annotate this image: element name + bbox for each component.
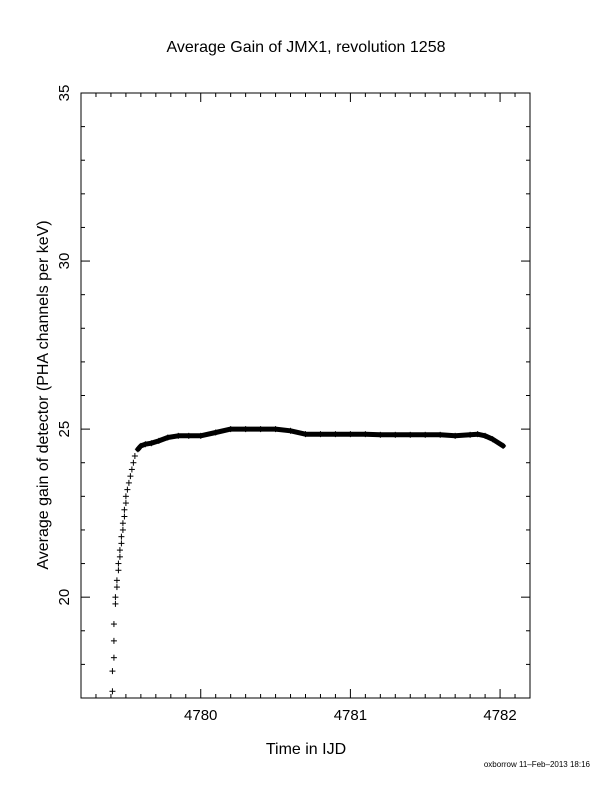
x-axis: 4780 4781 4782 <box>80 93 531 724</box>
data-point <box>118 533 125 540</box>
data-point <box>489 436 496 443</box>
data-point <box>142 441 149 448</box>
chart-title: Average Gain of JMX1, revolution 1258 <box>167 39 446 56</box>
data-point <box>302 431 309 438</box>
data-point <box>109 668 116 675</box>
data-point <box>113 584 120 591</box>
y-tick-label: 35 <box>56 85 73 102</box>
data-point <box>500 442 507 449</box>
data-point <box>122 493 129 500</box>
data-point <box>467 431 474 438</box>
data-point <box>113 577 120 584</box>
data-point <box>119 526 126 533</box>
y-axis: 20 25 30 35 <box>56 85 530 699</box>
data-point <box>347 431 354 438</box>
plot-frame <box>80 92 531 699</box>
data-point <box>112 600 119 607</box>
data-point <box>110 637 117 644</box>
data-point <box>317 431 324 438</box>
data-point <box>227 426 234 433</box>
data-point <box>109 688 116 695</box>
data-point <box>155 437 162 444</box>
data-point <box>128 466 135 473</box>
data-point <box>164 434 171 441</box>
data-point <box>422 431 429 438</box>
y-tick-label: 30 <box>56 253 73 270</box>
data-point <box>474 431 481 438</box>
data-series <box>109 426 507 695</box>
data-point <box>134 446 141 453</box>
data-point <box>482 432 489 439</box>
plot-area <box>80 92 531 699</box>
data-point <box>362 431 369 438</box>
data-point <box>116 553 123 560</box>
data-point <box>407 431 414 438</box>
x-axis-label: Time in IJD <box>266 741 346 758</box>
data-point <box>130 459 137 466</box>
footer-stamp: oxborrow 11–Feb–2013 18:16 <box>483 760 590 769</box>
data-point <box>377 431 384 438</box>
y-axis-label: Average gain of detector (PHA channels p… <box>35 220 52 569</box>
data-point <box>124 486 131 493</box>
data-point <box>125 479 132 486</box>
y-tick-label: 25 <box>56 421 73 438</box>
data-point <box>437 431 444 438</box>
x-tick-label: 4780 <box>184 707 217 724</box>
x-tick-label: 4781 <box>334 707 367 724</box>
data-point <box>212 429 219 436</box>
data-point <box>110 654 117 661</box>
data-point <box>119 520 126 527</box>
data-point <box>137 442 144 449</box>
data-point <box>118 540 125 547</box>
data-point <box>287 427 294 434</box>
data-point <box>185 432 192 439</box>
data-point <box>175 432 182 439</box>
data-point <box>257 426 264 433</box>
data-point <box>148 440 155 447</box>
y-tick-label: 20 <box>56 589 73 606</box>
data-point <box>272 426 279 433</box>
data-point <box>197 432 204 439</box>
data-point <box>110 621 117 628</box>
data-point <box>115 560 122 567</box>
data-point <box>115 567 122 574</box>
data-point <box>122 500 129 507</box>
data-point <box>127 473 134 480</box>
data-point <box>121 513 128 520</box>
data-point <box>332 431 339 438</box>
x-tick-label: 4782 <box>483 707 516 724</box>
data-point <box>131 453 138 459</box>
data-point <box>452 432 459 439</box>
data-point <box>116 547 123 554</box>
data-point <box>242 426 249 433</box>
data-point <box>121 506 128 513</box>
data-point <box>392 431 399 438</box>
data-point <box>112 594 119 601</box>
